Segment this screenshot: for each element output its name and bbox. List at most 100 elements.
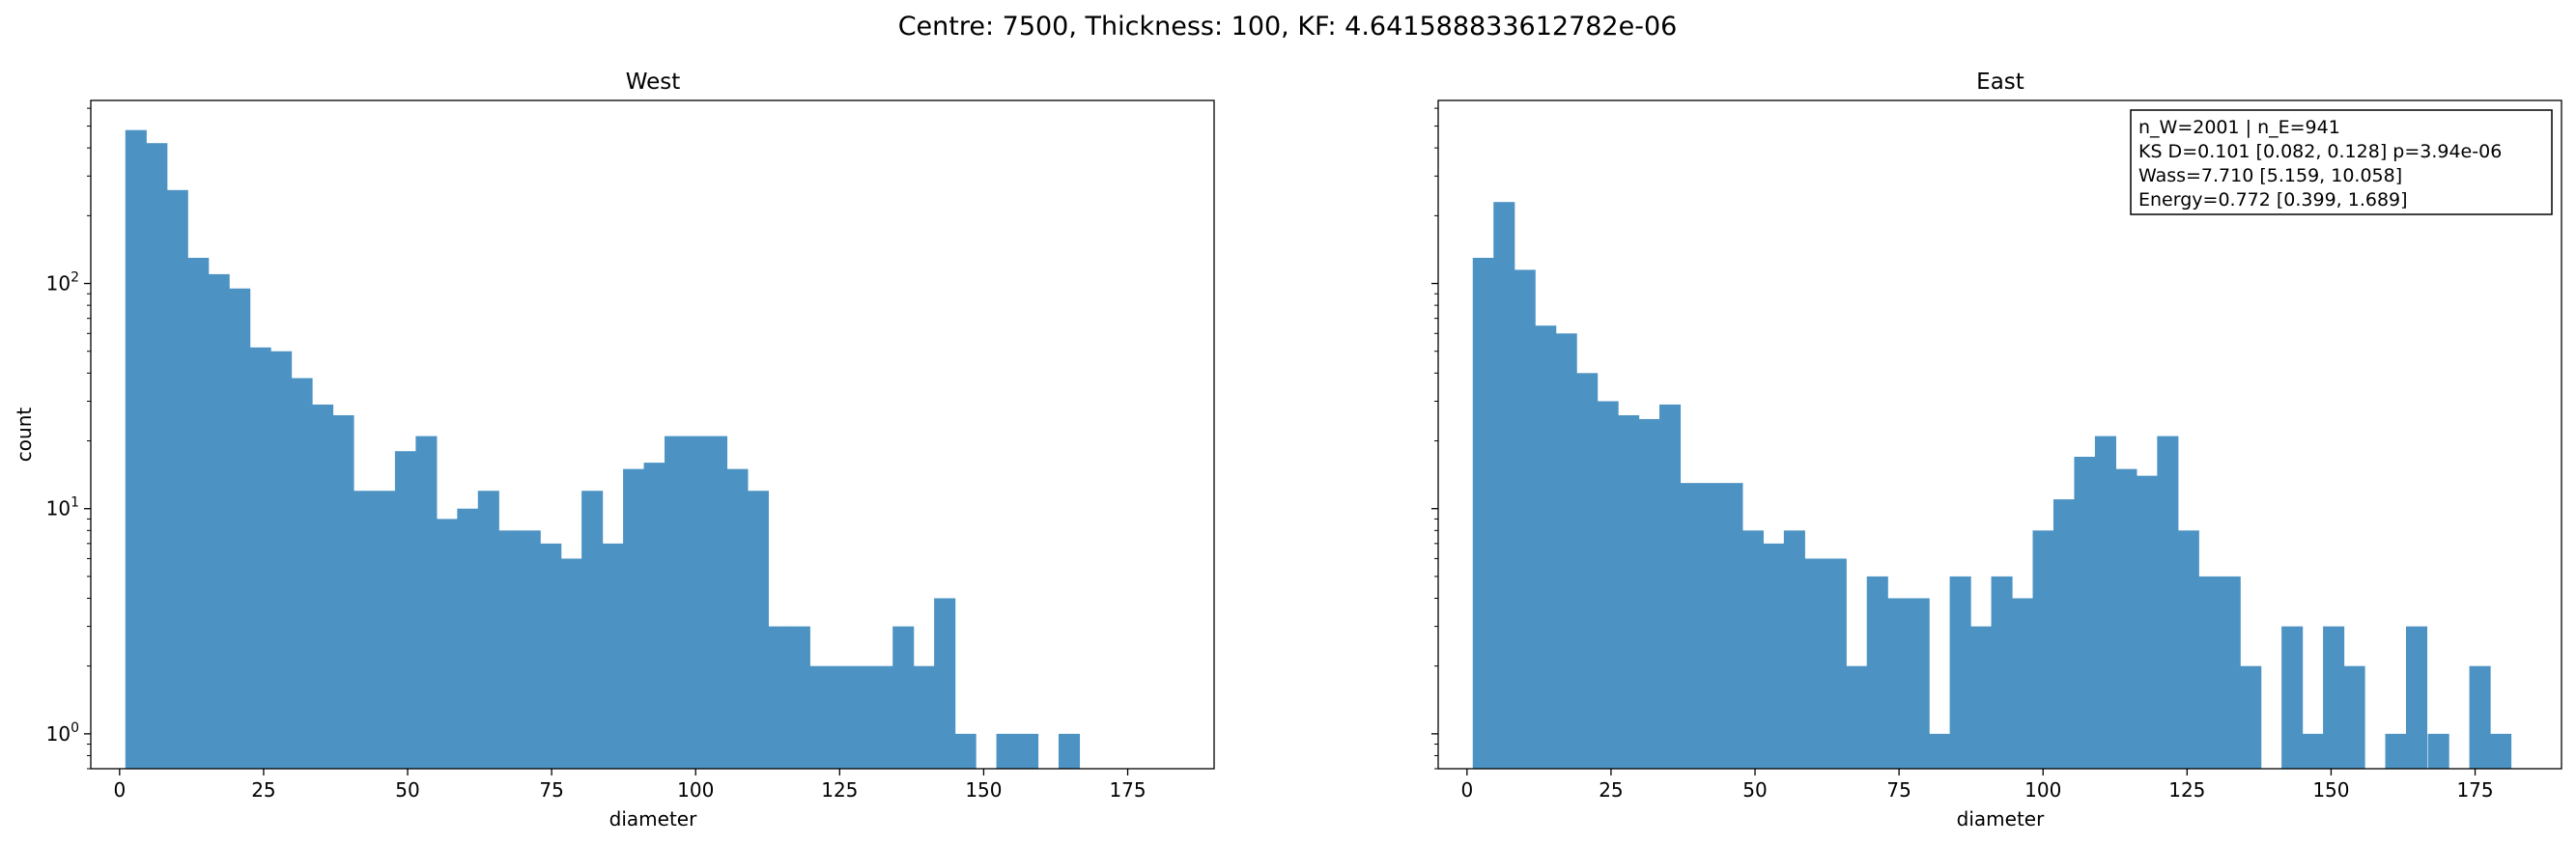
histogram-bar: [913, 665, 935, 769]
figure-suptitle: Centre: 7500, Thickness: 100, KF: 4.6415…: [898, 12, 1678, 42]
histogram-bar: [2490, 733, 2512, 769]
histogram-bar: [2012, 598, 2034, 769]
histogram-bar: [1017, 733, 1039, 769]
histogram-bar: [2198, 576, 2221, 769]
histogram-bar: [1741, 530, 1764, 769]
x-tick-label: 25: [1599, 778, 1623, 802]
histogram-bar: [2115, 468, 2137, 769]
x-tick-label: 100: [677, 778, 714, 802]
east-x-axis-label: diameter: [1957, 807, 2045, 831]
west-bars: [125, 129, 1081, 770]
histogram-bar: [809, 665, 832, 769]
histogram-bar: [125, 129, 147, 769]
histogram-bar: [249, 347, 271, 769]
histogram-bar: [540, 543, 562, 769]
west-plot-frame: [90, 99, 1215, 770]
histogram-bar: [851, 665, 873, 769]
east-y-axis: [1431, 107, 1438, 770]
east-bars: [1472, 202, 2512, 770]
histogram-bar: [1991, 576, 2013, 769]
histogram-bar: [1763, 543, 1785, 769]
histogram-bar: [623, 468, 645, 769]
histogram-bar: [2032, 530, 2054, 769]
histogram-bar: [768, 626, 790, 769]
histogram-bar: [2343, 665, 2365, 769]
histogram-bar: [1555, 333, 1577, 769]
west-y-axis: 100 101 102: [46, 107, 91, 770]
histogram-bar: [954, 733, 977, 769]
histogram-bar: [2219, 576, 2241, 769]
histogram-bar: [2427, 733, 2449, 769]
x-tick-label: 75: [539, 778, 563, 802]
histogram-bar: [2323, 626, 2345, 769]
histogram-bar: [2281, 626, 2304, 769]
histogram-bar: [2094, 436, 2116, 769]
histogram-bar: [1514, 269, 1536, 769]
east-panel: East 0 25 50 75 100 125 150 175 diameter n_W=20…: [1431, 70, 2562, 831]
histogram-bar: [1535, 325, 1557, 769]
histogram-bar: [705, 436, 728, 769]
histogram-bar: [560, 558, 582, 769]
histogram-bar: [1846, 665, 1868, 769]
west-y-axis-label: count: [13, 408, 36, 463]
histogram-bar: [1493, 202, 1515, 769]
histogram-bar: [602, 543, 624, 769]
histogram-bar: [1783, 530, 1805, 769]
histogram-bar: [1804, 558, 1826, 769]
east-plot-frame: [1437, 99, 2562, 770]
histogram-bar: [1929, 733, 1951, 769]
histogram-bar: [830, 665, 852, 769]
histogram-bar: [187, 257, 210, 770]
west-x-axis-label: diameter: [609, 807, 697, 831]
x-tick-label: 100: [2024, 778, 2061, 802]
west-panel-title: West: [626, 70, 681, 95]
stats-line-counts: n_W=2001 | n_E=941: [2138, 117, 2340, 138]
histogram-bar: [374, 491, 396, 769]
x-tick-label: 125: [2168, 778, 2205, 802]
histogram-bar: [892, 626, 915, 769]
histogram-bar: [208, 273, 230, 769]
histogram-bar: [1472, 257, 1494, 770]
stats-annotation-frame: [2130, 109, 2553, 215]
histogram-bar: [519, 530, 541, 769]
histogram-bar: [1721, 483, 1743, 769]
histogram-bar: [1908, 598, 1930, 769]
histogram-bar: [498, 530, 521, 769]
histogram-bar: [726, 468, 749, 769]
histogram-bar: [270, 351, 293, 769]
histogram-bar: [2177, 530, 2199, 769]
histogram-bar: [1576, 373, 1599, 769]
histogram-bar: [166, 189, 188, 770]
histogram-bar: [2385, 733, 2407, 769]
histogram-bar: [353, 491, 376, 769]
x-tick-label: 150: [965, 778, 1002, 802]
histogram-bar: [477, 491, 499, 769]
east-panel-title: East: [1976, 70, 2024, 95]
stats-line-ks: KS D=0.101 [0.082, 0.128] p=3.94e-06: [2138, 141, 2502, 162]
histogram-bar: [436, 519, 458, 769]
histogram-bar: [394, 451, 416, 769]
histogram-bar: [1887, 598, 1910, 769]
histogram-bar: [996, 733, 1018, 769]
histogram-bar: [2074, 456, 2096, 769]
x-tick-label: 125: [821, 778, 858, 802]
histogram-bar: [457, 508, 479, 769]
histogram-bar: [1618, 414, 1640, 769]
y-tick-label: 102: [46, 270, 79, 296]
histogram-bar: [788, 626, 810, 769]
x-tick-label: 175: [2456, 778, 2493, 802]
histogram-bar: [2136, 475, 2158, 769]
west-panel: West 100 101 102 0 25 50 75 100 125 150 175 diame…: [13, 70, 1215, 831]
histogram-bar: [685, 436, 707, 769]
histogram-bar: [2052, 499, 2076, 769]
x-tick-label: 25: [251, 778, 275, 802]
stats-annotation-box: n_W=2001 | n_E=941 KS D=0.101 [0.082, 0.…: [2130, 109, 2553, 215]
x-tick-label: 150: [2312, 778, 2349, 802]
histogram-bar: [2469, 665, 2491, 769]
east-x-axis: 0 25 50 75 100 125 150 175: [1460, 769, 2494, 802]
histogram-bar: [934, 598, 956, 769]
histogram-bar: [1970, 626, 1993, 769]
histogram-bar: [332, 414, 354, 769]
histogram-bar: [415, 436, 438, 769]
